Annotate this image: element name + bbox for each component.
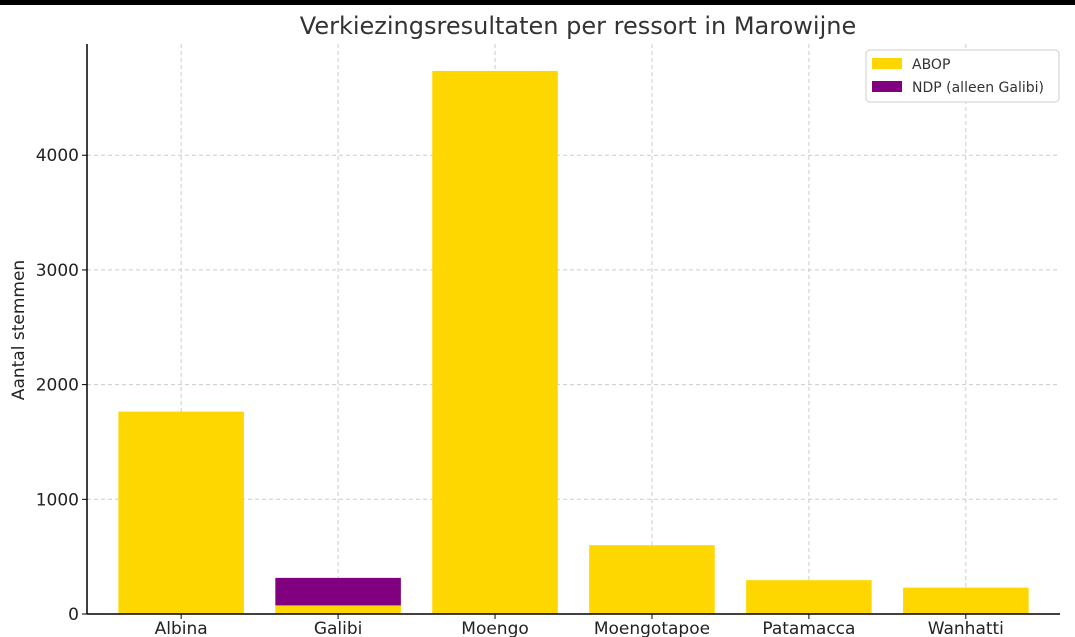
x-tick-label: Galibi bbox=[314, 619, 363, 637]
bar-moengotapoe-abop bbox=[589, 545, 715, 614]
chart-title: Verkiezingsresultaten per ressort in Mar… bbox=[300, 12, 856, 40]
bar-patamacca-abop bbox=[746, 580, 872, 614]
y-tick-label: 4000 bbox=[36, 146, 79, 166]
x-tick-label: Moengo bbox=[461, 619, 529, 637]
legend-swatch bbox=[872, 58, 902, 69]
legend-swatch bbox=[872, 81, 902, 92]
x-tick-label: Wanhatti bbox=[928, 619, 1004, 637]
bar-galibi-abop bbox=[275, 605, 401, 614]
y-tick-label: 0 bbox=[68, 605, 79, 625]
bar-wanhatti-abop bbox=[903, 587, 1029, 614]
legend: ABOP NDP (alleen Galibi) bbox=[865, 49, 1060, 103]
y-axis-label: Aantal stemmen bbox=[9, 260, 29, 400]
bar-moengo-abop bbox=[432, 70, 558, 614]
top-border bbox=[0, 0, 1075, 5]
y-tick-label: 1000 bbox=[36, 490, 79, 510]
x-tick-label: Albina bbox=[155, 619, 208, 637]
tick-labels: 0 1000 2000 3000 4000 Albina Galibi Moengo Moeng… bbox=[36, 146, 1004, 637]
y-tick-label: 2000 bbox=[36, 376, 79, 396]
axes bbox=[86, 44, 1060, 615]
legend-box bbox=[865, 49, 1060, 103]
bar-galibi-ndp bbox=[275, 577, 401, 606]
bars bbox=[118, 70, 1029, 614]
legend-label: NDP (alleen Galibi) bbox=[912, 80, 1044, 96]
y-tick-label: 3000 bbox=[36, 261, 79, 281]
x-tick-label: Patamacca bbox=[762, 619, 855, 637]
legend-label: ABOP bbox=[912, 57, 950, 73]
x-tick-label: Moengotapoe bbox=[594, 619, 710, 637]
bar-albina-abop bbox=[118, 411, 244, 614]
